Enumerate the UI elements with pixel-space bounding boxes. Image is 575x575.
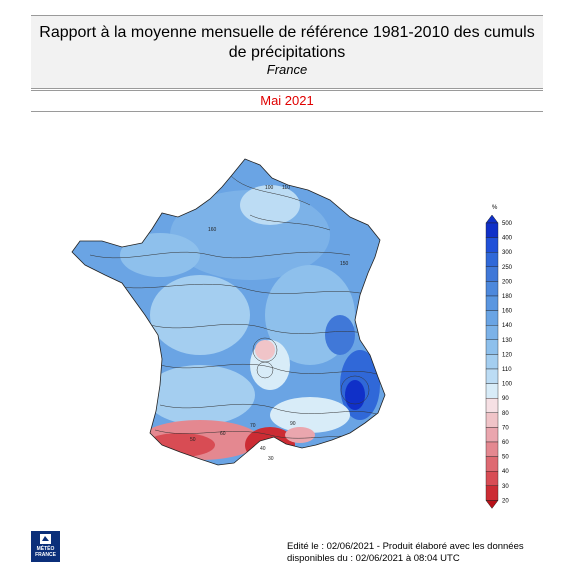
divider-top: [31, 90, 543, 91]
legend-level-label: 500: [502, 221, 513, 227]
legend-swatch: [485, 310, 499, 326]
legend-level-label: 130: [502, 338, 513, 344]
contour-label: 40: [260, 446, 266, 452]
legend-swatch: [485, 383, 499, 399]
contour-value-labels: 100 110 160 150 90 70 60 50 40 30: [190, 185, 349, 462]
legend-swatch: [485, 471, 499, 487]
france-precipitation-map: 100 110 160 150 90 70 60 50 40 30: [71, 158, 386, 466]
map-title: Rapport à la moyenne mensuelle de référe…: [31, 23, 543, 63]
legend-swatch: [485, 368, 499, 384]
map-title-line1: Rapport à la moyenne mensuelle de référe…: [39, 24, 535, 41]
footer-line1: Edité le : 02/06/2021 - Produit élaboré …: [287, 541, 524, 552]
legend-swatch: [485, 485, 499, 501]
legend-swatch: [485, 295, 499, 311]
legend-level-label: 120: [502, 352, 513, 358]
contour-label: 100: [265, 185, 274, 191]
region-subtitle: France: [266, 62, 308, 77]
legend-swatch: [485, 412, 499, 428]
legend-level-label: 180: [502, 294, 513, 300]
meteo-france-logo: MÉTÉO FRANCE: [31, 531, 60, 562]
contour-lines: [89, 174, 381, 439]
period-label: Mai 2021: [260, 93, 314, 108]
france-outline: [71, 158, 386, 466]
legend-unit: %: [492, 205, 498, 211]
legend-level-label: 110: [502, 367, 512, 373]
legend-level-label: 300: [502, 250, 513, 256]
legend-swatch: [485, 354, 499, 370]
legend-level-label: 90: [502, 396, 509, 402]
footer-note: Edité le : 02/06/2021 - Produit élaboré …: [287, 541, 524, 565]
legend-swatch: [485, 281, 499, 297]
legend-level-label: 30: [502, 484, 509, 490]
logo-text-line2: FRANCE: [35, 552, 56, 558]
contour-label: 160: [208, 227, 217, 233]
contour-label: 90: [290, 421, 296, 427]
legend-arrow-top: [485, 214, 499, 224]
legend-level-label: 100: [502, 382, 513, 388]
contour-label: 70: [250, 423, 256, 429]
legend-swatch: [485, 266, 499, 282]
contour-label: 30: [268, 456, 274, 462]
legend-level-label: 160: [502, 309, 513, 315]
legend-swatch: [485, 222, 499, 238]
legend-swatch: [485, 324, 499, 340]
legend-level-label: 60: [502, 440, 509, 446]
legend-swatch: [485, 237, 499, 253]
precipitation-field: [72, 159, 385, 465]
legend-level-label: 200: [502, 279, 513, 285]
legend-swatch: [485, 441, 499, 457]
legend-swatches: [485, 214, 499, 509]
legend-swatch: [485, 339, 499, 355]
legend-level-label: 80: [502, 411, 509, 417]
logo-mark-icon: [40, 534, 51, 544]
legend-level-label: 40: [502, 469, 509, 475]
legend-level-label: 20: [502, 498, 509, 504]
legend-swatch: [485, 427, 499, 443]
contour-label: 110: [282, 185, 290, 191]
contour-label: 50: [190, 437, 196, 443]
legend-level-label: 250: [502, 265, 513, 271]
divider-bottom: [31, 111, 543, 112]
contour-label: 60: [220, 431, 226, 437]
color-legend: % 500 400 300 250 200 180 160 140 130 120 110 100 90…: [485, 205, 513, 509]
legend-swatch: [485, 397, 499, 413]
footer-line2: disponibles du : 02/06/2021 à 08:04 UTC: [287, 553, 460, 564]
legend-labels: 500 400 300 250 200 180 160 140 130 120 110 100 90 80…: [502, 221, 513, 504]
logo-text-line1: MÉTÉO: [36, 546, 55, 552]
legend-swatch: [485, 456, 499, 472]
legend-level-label: 400: [502, 236, 513, 242]
legend-swatch: [485, 252, 499, 268]
legend-level-label: 50: [502, 455, 509, 461]
map-title-line2: de précipitations: [228, 44, 346, 61]
legend-arrow-bottom: [485, 500, 499, 509]
legend-level-label: 140: [502, 323, 513, 329]
title-panel: Rapport à la moyenne mensuelle de référe…: [31, 15, 543, 89]
contour-label: 150: [340, 261, 349, 267]
legend-level-label: 70: [502, 425, 509, 431]
